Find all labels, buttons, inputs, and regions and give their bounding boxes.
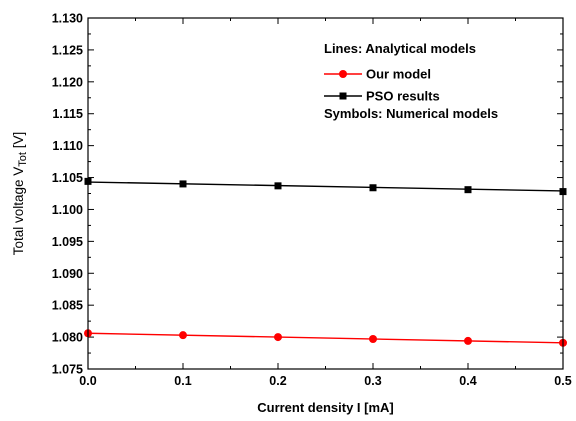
y-tick-label: 1.100 xyxy=(52,203,83,217)
x-axis-title: Current density I [mA] xyxy=(257,400,394,415)
data-point-our-model xyxy=(274,333,282,342)
y-tick-label: 1.110 xyxy=(52,139,83,153)
data-point-pso-results xyxy=(464,186,472,194)
series-line-pso-results xyxy=(87,181,564,192)
y-axis-title-unit: [V] xyxy=(11,132,26,152)
legend-marker-our-model xyxy=(339,70,347,78)
y-tick-label: 1.115 xyxy=(52,107,83,121)
plot-frame xyxy=(87,17,564,370)
y-axis-title: Total voltage VTot [V] xyxy=(11,132,29,256)
y-axis-ticks: 1.075 1.080 1.085 1.090 1.095 1.100 1.105 1.110… xyxy=(52,12,563,377)
y-tick-label: 1.105 xyxy=(52,171,83,185)
y-tick-label: 1.090 xyxy=(52,267,83,281)
x-tick-label: 0.1 xyxy=(174,374,191,388)
x-tick-label: 0.5 xyxy=(554,374,571,388)
y-tick-label: 1.085 xyxy=(52,299,83,313)
legend-marker-pso-results xyxy=(339,92,347,100)
y-tick-label: 1.125 xyxy=(52,43,83,57)
data-point-our-model xyxy=(179,331,187,340)
y-axis-title-subscript: Tot xyxy=(17,152,29,167)
y-tick-label: 1.075 xyxy=(52,363,83,377)
x-tick-label: 0.3 xyxy=(364,374,381,388)
x-tick-label: 0.2 xyxy=(269,374,286,388)
data-point-our-model xyxy=(369,335,377,344)
legend-header-symbols: Symbols: Numerical models xyxy=(324,106,498,121)
y-tick-label: 1.095 xyxy=(52,235,83,249)
series-layer xyxy=(84,177,567,347)
x-tick-label: 0.4 xyxy=(459,374,476,388)
legend-label-our-model: Our model xyxy=(366,67,431,82)
legend-label-pso-results: PSO results xyxy=(366,89,440,104)
x-tick-label: 0.0 xyxy=(79,374,96,388)
data-point-pso-results xyxy=(274,182,282,190)
data-point-our-model xyxy=(464,336,472,345)
legend: Lines: Analytical models Our model PSO r… xyxy=(324,41,498,121)
y-tick-label: 1.120 xyxy=(52,75,83,89)
data-point-pso-results xyxy=(179,180,187,188)
legend-header-lines: Lines: Analytical models xyxy=(324,41,476,56)
data-point-pso-results xyxy=(369,184,377,192)
y-tick-label: 1.080 xyxy=(52,331,83,345)
series-line-our-model xyxy=(87,332,564,344)
y-tick-label: 1.130 xyxy=(52,12,83,26)
x-axis-ticks: 0.0 0.1 0.2 0.3 0.4 0.5 xyxy=(79,18,572,388)
y-axis-title-main: Total voltage V xyxy=(11,167,26,256)
